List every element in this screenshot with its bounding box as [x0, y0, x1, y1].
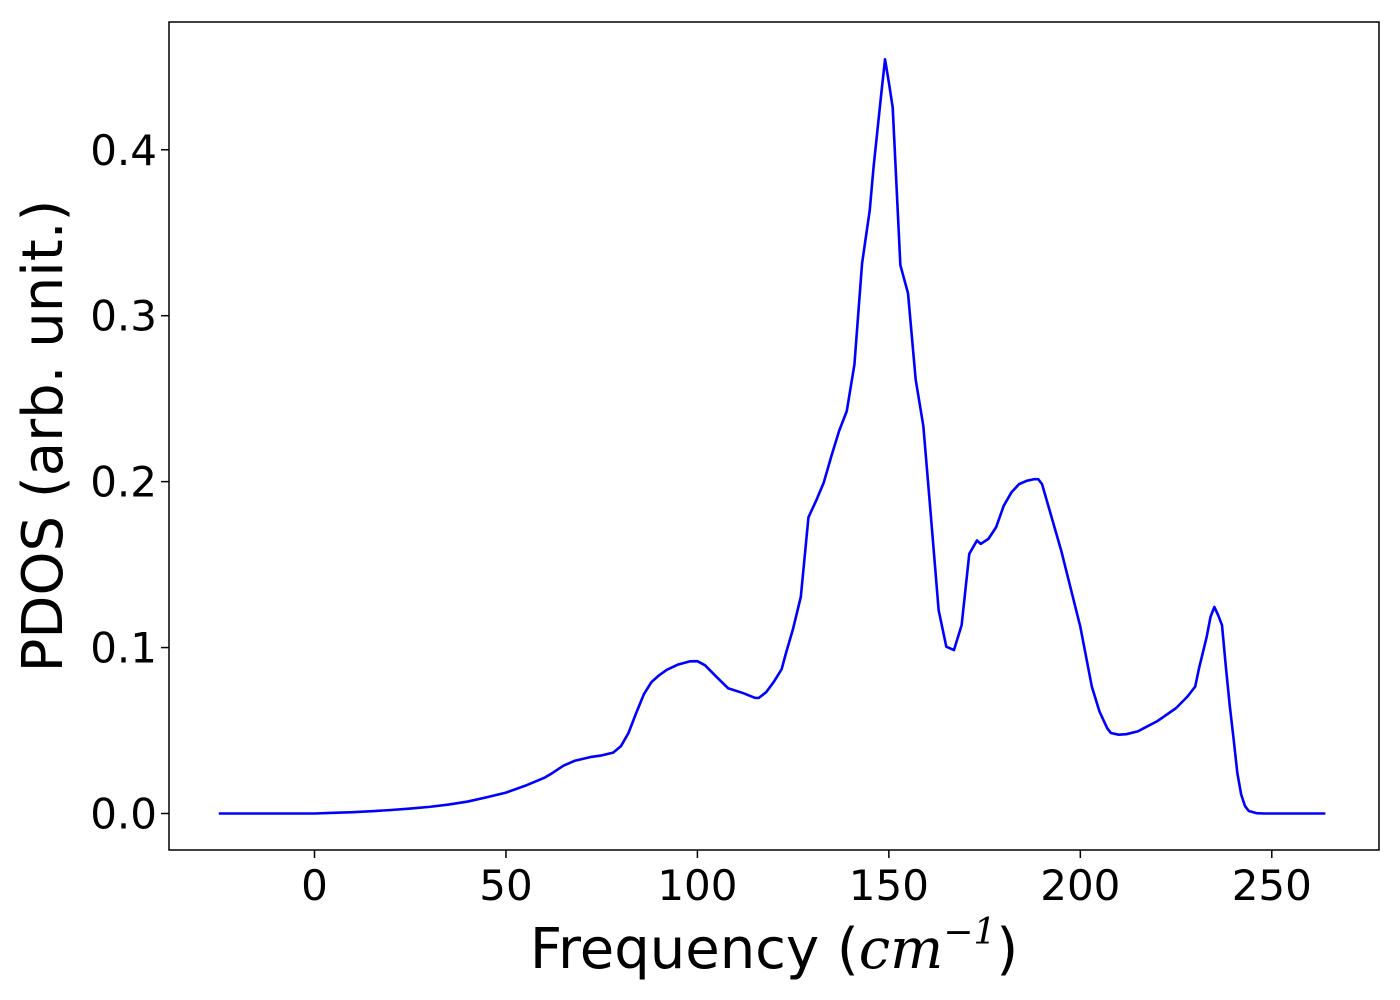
x-axis-label: Frequency (cm−1) [530, 912, 1018, 982]
x-axis-label-suffix: ) [996, 917, 1018, 982]
y-tick-label: 0.1 [90, 624, 157, 673]
plot-frame [168, 21, 1380, 851]
x-tick-label: 200 [1040, 861, 1120, 910]
plot-area [218, 58, 1326, 815]
x-axis-ticks: 0 50 100 150 200 250 [301, 850, 1312, 910]
x-axis-label-unit: cm [859, 917, 943, 982]
y-axis-label: PDOS (arb. unit.) [11, 200, 76, 673]
x-tick-label: 250 [1232, 861, 1312, 910]
x-tick-label: 0 [301, 861, 328, 910]
y-tick-label: 0.4 [90, 126, 157, 175]
y-tick-label: 0.0 [90, 789, 157, 838]
series-line-0 [218, 58, 1326, 815]
x-tick-label: 100 [657, 861, 737, 910]
y-tick-label: 0.3 [90, 292, 157, 341]
y-tick-label: 0.2 [90, 458, 157, 507]
x-axis-label-prefix: Frequency ( [530, 917, 859, 982]
x-tick-label: 150 [849, 861, 929, 910]
y-axis-ticks: 0.0 0.1 0.2 0.3 0.4 [90, 126, 169, 838]
x-tick-label: 50 [479, 861, 532, 910]
x-axis-label-exponent: −1 [943, 912, 996, 953]
